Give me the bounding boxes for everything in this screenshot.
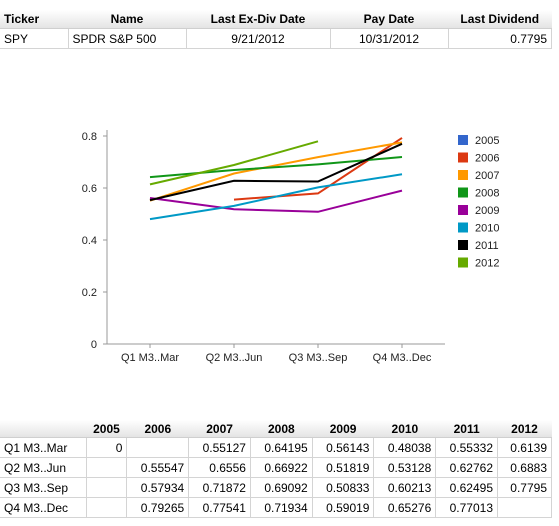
y-tick-label: 0 [91,339,97,351]
value-cell: 0.7795 [497,477,552,498]
last-dividend-cell: 0.7795 [447,28,552,49]
series-line-2007 [149,141,403,202]
table-corner-header [0,420,86,438]
value-cell [85,497,128,518]
ticker-cell: SPY [0,28,69,49]
value-cell: 0.65276 [373,497,437,518]
y-tick-label: 0.6 [82,183,97,195]
series-line-2010 [149,173,403,221]
summary-row: SPY SPDR S&P 500 9/21/2012 10/31/2012 0.… [0,28,552,49]
value-cell: 0.71934 [249,497,313,518]
x-tick-label: Q4 M3..Dec [373,352,432,364]
table-header-2009: 2009 [312,420,374,438]
series-line-2011 [149,142,403,202]
table-row: Q1 M3..Mar 0 0.55127 0.64195 0.56143 0.48038 0… [0,437,552,458]
table-header-2012: 2012 [497,420,552,438]
value-cell: 0.55547 [126,457,190,478]
legend-swatch-2009 [458,205,468,215]
value-cell: 0.64195 [249,437,313,458]
x-tick-label: Q1 M3..Mar [121,352,179,364]
y-tick-label: 0.8 [82,131,97,143]
value-cell: 0.71872 [188,477,251,498]
x-tick-label: Q2 M3..Jun [206,352,263,364]
legend-label-2007: 2007 [475,170,499,182]
value-cell: 0.56143 [311,437,375,458]
value-cell: 0.66922 [249,457,313,478]
table-header-2008: 2008 [250,420,313,438]
legend-label-2009: 2009 [475,205,499,217]
legend-label-2012: 2012 [475,258,499,270]
value-cell [85,477,128,498]
value-cell: 0.62495 [435,477,499,498]
value-cell: 0.6139 [497,437,552,458]
value-cell: 0.48038 [373,437,437,458]
legend-swatch-2010 [458,222,468,233]
value-cell [497,497,552,518]
value-cell: 0.53128 [373,457,437,478]
legend-label-2006: 2006 [475,153,499,165]
table-row: Q3 M3..Sep 0.57934 0.71872 0.69092 0.50833 0.… [0,477,552,498]
table-row: Q2 M3..Jun 0.55547 0.6556 0.66922 0.51819 0.5… [0,457,552,478]
table-header-2007: 2007 [188,420,251,438]
pay-date-cell: 10/31/2012 [329,28,449,49]
legend-swatch-2012 [458,257,468,268]
value-cell: 0.59019 [311,497,375,518]
legend-label-2011: 2011 [475,240,499,252]
y-tick-label: 0.2 [82,287,97,299]
series-line-2012 [149,140,319,186]
table-header-2010: 2010 [373,420,436,438]
value-cell: 0.55127 [188,437,251,458]
legend-swatch-2007 [458,170,468,180]
ex-div-date-cell: 9/21/2012 [185,28,331,49]
name-cell: SPDR S&P 500 [67,28,187,49]
value-cell: 0.79265 [126,497,190,518]
header-ticker: Ticker [0,10,68,29]
row-label-cell: Q2 M3..Jun [0,457,87,478]
data-table-header-row: 2005 2006 2007 2008 2009 2010 2011 2012 [0,420,552,438]
header-pay-date: Pay Date [330,10,448,29]
legend-swatch-2008 [458,187,468,198]
value-cell: 0.69092 [249,477,313,498]
row-label-cell: Q3 M3..Sep [0,477,87,498]
row-label-cell: Q1 M3..Mar [0,437,87,458]
row-label-cell: Q4 M3..Dec [0,497,87,518]
value-cell [126,437,190,458]
value-cell: 0.62762 [435,457,499,478]
header-name: Name [68,10,186,29]
legend-label-2010: 2010 [475,223,499,235]
summary-table: Ticker Name Last Ex-Div Date Pay Date La… [0,10,552,49]
header-last-dividend: Last Dividend [448,10,552,29]
value-cell [85,457,128,478]
value-cell: 0.60213 [373,477,437,498]
dividend-data-table: 2005 2006 2007 2008 2009 2010 2011 2012 Q1 M3..… [0,420,552,518]
y-tick-label: 0.4 [82,235,97,247]
value-cell: 0.77541 [188,497,251,518]
table-header-2006: 2006 [126,420,189,438]
legend-swatch-2005 [458,135,468,145]
value-cell: 0.77013 [435,497,499,518]
header-last-ex-div-date: Last Ex-Div Date [186,10,330,29]
legend-swatch-2011 [458,240,468,250]
table-header-2011: 2011 [435,420,498,438]
value-cell: 0.6883 [497,457,552,478]
series-line-2008 [149,156,403,179]
legend-label-2005: 2005 [475,135,499,147]
value-cell: 0.57934 [126,477,190,498]
summary-header-row: Ticker Name Last Ex-Div Date Pay Date La… [0,10,552,29]
value-cell: 0.55332 [435,437,499,458]
legend-label-2008: 2008 [475,188,499,200]
value-cell: 0.51819 [311,457,375,478]
x-tick-label: Q3 M3..Sep [289,352,348,364]
value-cell: 0 [85,437,128,458]
table-header-2005: 2005 [86,420,127,438]
table-row: Q4 M3..Dec 0.79265 0.77541 0.71934 0.59019 0.… [0,497,552,518]
series-line-2009 [149,189,403,213]
value-cell: 0.6556 [188,457,251,478]
legend-swatch-2006 [458,152,468,163]
value-cell: 0.50833 [311,477,375,498]
dividend-line-chart: 0 0.2 0.4 0.6 0.8 Q1 M3..Mar Q2 M3..Jun Q3 M3..… [82,130,499,364]
